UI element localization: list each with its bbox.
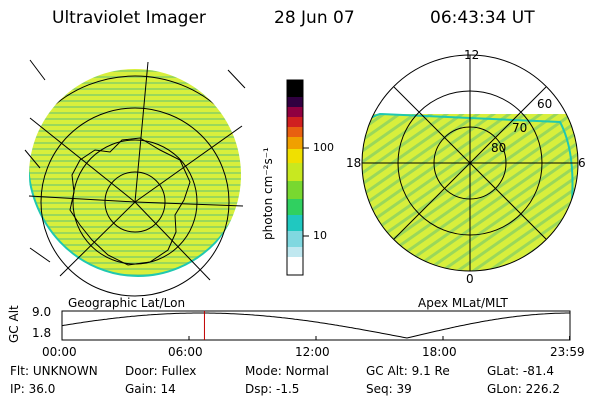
- info-seq: Seq: 39: [366, 382, 412, 396]
- info-gain: Gain: 14: [125, 382, 176, 396]
- timeline-xlabel-0000: 00:00: [42, 345, 77, 359]
- mlat-label-60: 60: [537, 97, 553, 111]
- timeline-ytick-min: 1.8: [32, 326, 52, 340]
- time-label: 06:43:34 UT: [430, 8, 535, 28]
- info-glon: GLon: 226.2: [487, 382, 560, 396]
- continent-outline: [69, 137, 191, 266]
- apex-image: [361, 54, 579, 272]
- mlt-label-0: 0: [466, 272, 474, 286]
- latlon-grid: [24, 59, 246, 297]
- altitude-curve: [61, 312, 570, 339]
- apex-panel-label: Apex MLat/MLT: [418, 296, 508, 310]
- timeline-axis-title: GC Alt: [7, 305, 21, 343]
- mlt-label-12: 12: [464, 48, 480, 62]
- timeline-xlabel-1200: 12:00: [295, 345, 330, 359]
- altitude-timeline: [61, 310, 571, 341]
- geographic-panel-label: Geographic Lat/Lon: [68, 296, 186, 310]
- mlat-mlt-grid: [361, 54, 579, 272]
- instrument-title: Ultraviolet Imager: [52, 8, 206, 28]
- info-mode: Mode: Normal: [245, 364, 329, 378]
- timeline-xticks: [61, 336, 571, 340]
- info-gc-alt: GC Alt: 9.1 Re: [366, 364, 450, 378]
- colorbar-tick-10: 10: [313, 229, 327, 242]
- timeline-ytick-max: 9.0: [32, 305, 52, 319]
- mlat-label-80: 80: [491, 141, 507, 155]
- mlt-label-6: 6: [578, 156, 586, 170]
- geographic-image: [24, 59, 246, 297]
- colorbar-tick-100: 100: [313, 141, 334, 154]
- timeline-xlabel-0600: 06:00: [168, 345, 203, 359]
- uv-emission-region-magnetic: [362, 114, 578, 271]
- uv-emission-disk: [29, 69, 241, 276]
- timeline-xlabel-1800: 18:00: [422, 345, 457, 359]
- colorbar-unit-label: photon cm⁻²s⁻¹: [261, 147, 275, 240]
- timeline-xlabel-2359: 23:59: [550, 345, 585, 359]
- colorbar: [286, 79, 309, 276]
- mlt-label-18: 18: [346, 156, 362, 170]
- mlat-label-70: 70: [512, 121, 528, 135]
- info-ip: IP: 36.0: [10, 382, 56, 396]
- info-dsp: Dsp: -1.5: [245, 382, 300, 396]
- date-label: 28 Jun 07: [274, 8, 355, 28]
- info-glat: GLat: -81.4: [487, 364, 554, 378]
- info-door: Door: Fullex: [125, 364, 197, 378]
- info-flt: Flt: UNKNOWN: [10, 364, 98, 378]
